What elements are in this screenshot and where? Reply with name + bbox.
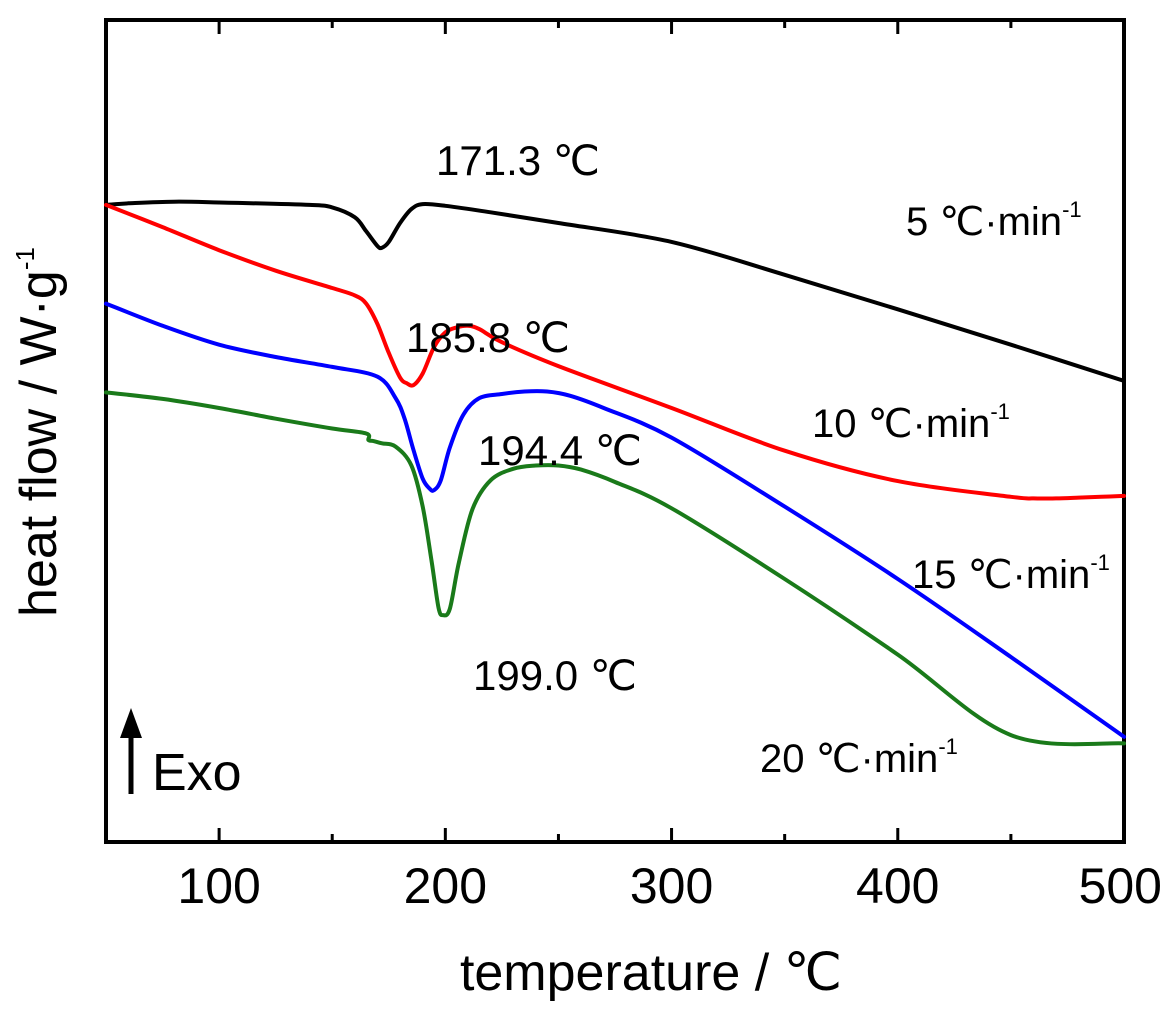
x-axis-ticks [217, 20, 1126, 842]
series-rate-label-main: 5 ℃·min [906, 200, 1062, 244]
series-rate-label-superscript: -1 [1062, 197, 1082, 222]
peak-label: 199.0 ℃ [473, 652, 637, 699]
series-line-15 [104, 301, 1126, 739]
series-rate-label-main: 20 ℃·min [760, 737, 938, 781]
x-tick-label: 100 [177, 858, 260, 914]
series-line-10 [104, 202, 1126, 501]
series-rate-label-superscript: -1 [1090, 550, 1110, 575]
series-rate-label: 20 ℃·min-1 [760, 734, 958, 781]
y-axis-title-superscript: -1 [10, 247, 40, 270]
series-rate-label: 5 ℃·min-1 [906, 197, 1082, 244]
x-axis-title: temperature / ℃ [460, 944, 842, 1002]
series-line-20 [104, 390, 1126, 747]
y-axis-title-main: heat flow / W·g [10, 270, 68, 617]
x-tick-label: 200 [404, 858, 487, 914]
exo-arrowhead-icon [120, 708, 142, 738]
exo-indicator: Exo [120, 708, 242, 802]
x-tick-label: 300 [630, 858, 713, 914]
peak-label: 194.4 ℃ [478, 427, 642, 474]
series-lines [104, 199, 1126, 747]
exo-label: Exo [152, 744, 242, 802]
series-rate-label-superscript: -1 [938, 734, 958, 759]
series-labels: 5 ℃·min-110 ℃·min-115 ℃·min-120 ℃·min-1 [760, 197, 1110, 781]
peak-label: 185.8 ℃ [406, 314, 570, 361]
peak-label: 171.3 ℃ [436, 137, 600, 184]
y-axis-title: heat flow / W·g-1 [10, 247, 68, 617]
plot-area [104, 18, 1126, 844]
series-rate-label-main: 15 ℃·min [912, 553, 1090, 597]
series-rate-label: 10 ℃·min-1 [812, 399, 1010, 446]
y-axis-title-group: heat flow / W·g-1 [10, 247, 68, 617]
series-line-5 [104, 199, 1126, 383]
plot-frame [104, 18, 1126, 844]
series-rate-label: 15 ℃·min-1 [912, 550, 1110, 597]
x-axis-tick-labels: 100 200 300 400 500 [177, 858, 1162, 914]
x-tick-label: 500 [1079, 858, 1162, 914]
series-rate-label-main: 10 ℃·min [812, 402, 990, 446]
x-tick-label: 400 [856, 858, 939, 914]
peak-annotations: 171.3 ℃ 185.8 ℃ 194.4 ℃ 199.0 ℃ [406, 137, 642, 699]
series-rate-label-superscript: -1 [990, 399, 1010, 424]
